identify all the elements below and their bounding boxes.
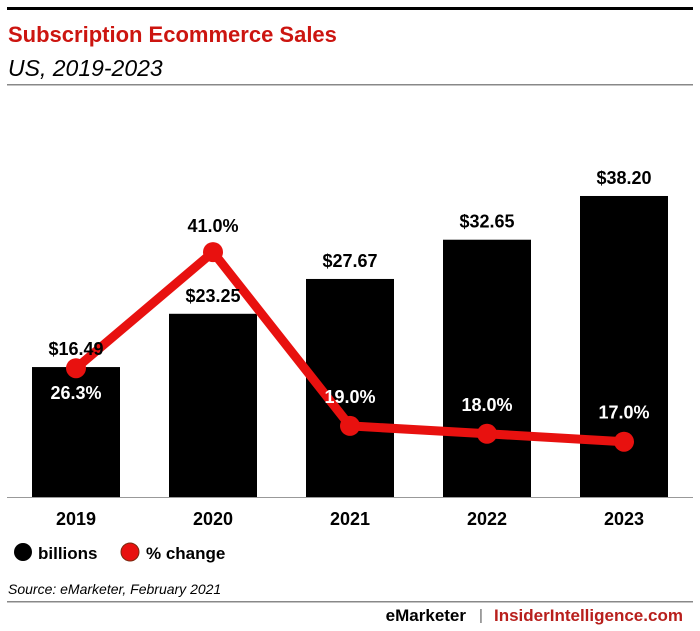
bar-label-2020: $23.25	[185, 286, 240, 306]
pct-label-2023: 17.0%	[598, 403, 649, 423]
pct-label-2019: 26.3%	[50, 383, 101, 403]
x-tick-2023: 2023	[604, 509, 644, 529]
bar-label-2021: $27.67	[322, 251, 377, 271]
bar-2020	[169, 313, 257, 497]
footer-rule	[7, 601, 693, 603]
pct-label-2020: 41.0%	[187, 216, 238, 236]
legend-change-label: % change	[146, 544, 225, 563]
x-tick-2021: 2021	[330, 509, 370, 529]
pct-point-2022	[477, 423, 497, 444]
x-axis-line	[7, 497, 693, 498]
bar-label-2023: $38.20	[596, 168, 651, 188]
chart-subtitle: US, 2019-2023	[8, 55, 163, 81]
legend-billions-marker	[14, 543, 32, 561]
top-rule	[7, 7, 693, 10]
pct-point-2021	[340, 415, 360, 436]
x-tick-2019: 2019	[56, 509, 96, 529]
pct-point-2023	[614, 431, 634, 452]
bar-2023	[580, 195, 668, 497]
legend-change-marker	[120, 542, 140, 562]
pct-point-2019	[66, 358, 86, 379]
pct-point-2020	[203, 242, 223, 263]
x-tick-2020: 2020	[193, 509, 233, 529]
bar-label-2019: $16.49	[48, 339, 103, 359]
legend-billions-label: billions	[38, 544, 98, 563]
pct-label-2022: 18.0%	[461, 395, 512, 415]
brand-insiderintelligence: InsiderIntelligence.com	[494, 606, 683, 625]
bar-label-2022: $32.65	[459, 212, 514, 232]
chart-title: Subscription Ecommerce Sales	[8, 22, 337, 47]
brand-separator: |	[479, 607, 483, 624]
source-note: Source: eMarketer, February 2021	[8, 581, 221, 597]
header-rule	[7, 84, 693, 86]
brand-emarketer: eMarketer	[386, 606, 467, 625]
x-tick-2022: 2022	[467, 509, 507, 529]
bar-2019	[32, 367, 120, 497]
pct-label-2021: 19.0%	[324, 387, 375, 407]
bar-2022	[443, 239, 531, 497]
